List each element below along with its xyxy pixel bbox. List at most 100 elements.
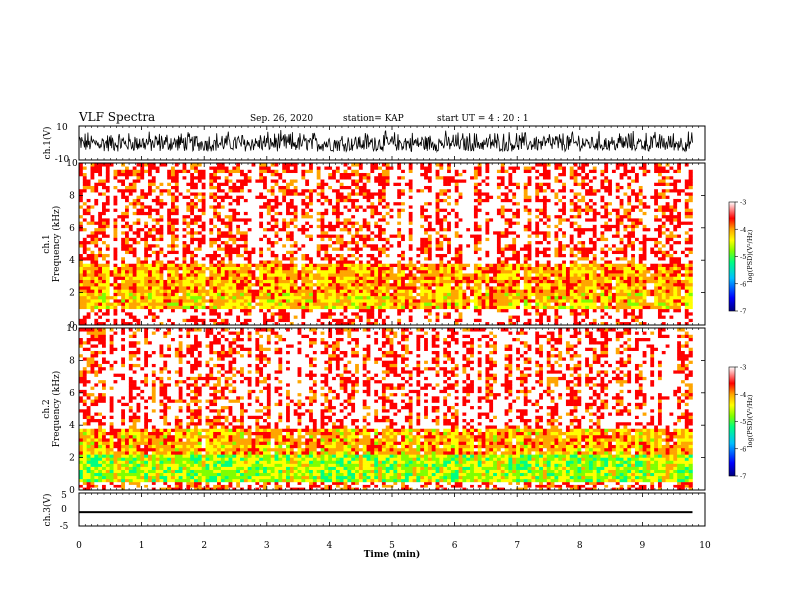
spectrogram-cell — [197, 163, 202, 167]
spectrogram-cell — [190, 227, 195, 232]
spectrogram-cell — [163, 279, 168, 284]
spectrogram-cell — [224, 279, 229, 284]
spectrogram-cell — [424, 286, 429, 290]
spectrogram-cell — [148, 315, 153, 319]
spectrogram-cell — [197, 292, 202, 297]
spectrogram-cell — [301, 269, 306, 274]
spectrogram-cell — [370, 321, 375, 325]
spectrogram-cell — [370, 292, 375, 297]
spectrogram-cell — [266, 211, 272, 216]
spectrogram-cell — [163, 208, 168, 212]
spectrogram-cell — [374, 198, 379, 203]
spectrogram-cell — [236, 208, 241, 212]
spectrogram-cell — [243, 279, 248, 284]
spectrogram-cell — [121, 166, 126, 170]
spectrogram-cell — [435, 218, 440, 222]
spectrogram-cell — [278, 169, 283, 174]
spectrogram-cell — [171, 175, 176, 180]
spectrogram-cell — [370, 266, 375, 271]
spectrogram-cell — [105, 321, 110, 325]
spectrogram-cell — [125, 208, 130, 212]
spectrogram-cell — [339, 286, 344, 290]
spectrogram-cell — [416, 256, 421, 261]
spectrogram-cell — [401, 247, 406, 251]
spectrogram-cell — [335, 211, 341, 216]
spectrogram-cell — [282, 166, 287, 170]
spectrogram-cell — [355, 308, 360, 313]
spectrogram-cell — [109, 237, 114, 242]
spectrogram-cell — [113, 305, 118, 310]
spectrogram-cell — [370, 315, 375, 319]
spectrogram-cell — [412, 192, 417, 196]
spectrogram-cell — [447, 256, 452, 261]
spectrogram-cell — [148, 305, 153, 310]
spectrogram-cell — [102, 295, 107, 300]
spectrogram-cell — [247, 266, 252, 271]
spectrogram-cell — [282, 201, 287, 206]
spectrogram-cell — [435, 279, 440, 284]
spectrogram-cell — [424, 221, 429, 225]
spectrogram-cell — [136, 175, 141, 180]
spectrogram-cell — [90, 302, 95, 306]
spectrogram-cell — [289, 305, 295, 310]
spectrogram-cell — [351, 289, 356, 293]
spectrogram-cell — [339, 305, 344, 310]
spectrogram-cell — [328, 166, 333, 170]
spectrogram-cell — [420, 260, 425, 264]
spectrogram-cell — [236, 266, 241, 271]
spectrogram-cell — [125, 192, 130, 196]
spectrogram-cell — [255, 256, 260, 261]
spectrogram-cell — [381, 166, 387, 170]
spectrogram-cell — [278, 188, 283, 193]
spectrogram-cell — [82, 175, 87, 180]
spectrogram-cell — [278, 266, 283, 271]
spectrogram-cell — [274, 195, 279, 199]
spectrogram-cell — [186, 269, 191, 274]
spectrogram-cell — [209, 179, 214, 183]
spectrogram-cell — [270, 269, 275, 274]
spectrogram-cell — [431, 185, 436, 190]
spectrogram-cell — [128, 237, 133, 242]
spectrogram-cell — [335, 224, 341, 229]
spectrogram-cell — [190, 315, 195, 319]
spectrogram-cell — [393, 302, 398, 306]
spectrogram-cell — [220, 289, 225, 293]
spectrogram-cell — [178, 214, 183, 219]
spectrogram-cell — [259, 276, 264, 280]
spectrogram-cell — [259, 188, 264, 193]
spectrogram-cell — [148, 240, 153, 245]
spectrogram-cell — [194, 260, 199, 264]
spectrogram-cell — [450, 276, 456, 280]
spectrogram-cell — [305, 260, 310, 264]
spectrogram-cell — [240, 279, 245, 284]
spectrogram-cell — [228, 299, 233, 303]
spectrogram-cell — [439, 263, 444, 267]
spectrogram-cell — [190, 234, 195, 238]
spectrogram-cell — [381, 250, 387, 255]
spectrogram-cell — [178, 205, 183, 209]
spectrogram-cell — [217, 292, 222, 297]
spectrogram-cell — [94, 221, 99, 225]
spectrogram-cell — [167, 221, 172, 225]
spectrogram-cell — [412, 308, 417, 313]
spectrogram-cell — [286, 185, 291, 190]
spectrogram-cell — [105, 289, 110, 293]
spectrogram-cell — [132, 208, 137, 212]
spectrogram-cell — [236, 179, 241, 183]
spectrogram-cell — [213, 244, 218, 248]
spectrogram-cell — [305, 276, 310, 280]
spectrogram-cell — [240, 224, 245, 229]
spectrogram-cell — [316, 214, 321, 219]
spectrogram-cell — [255, 308, 260, 313]
spectrogram-cell — [339, 263, 344, 267]
spectrogram-cell — [255, 253, 260, 258]
spectrogram-cell — [282, 321, 287, 325]
spectrogram-cell — [408, 182, 413, 186]
spectrogram-cell — [385, 292, 390, 297]
spectrogram-cell — [163, 192, 168, 196]
spectrogram-cell — [404, 321, 410, 325]
spectrogram-cell — [163, 315, 168, 319]
spectrogram-cell — [439, 214, 444, 219]
spectrogram-cell — [309, 169, 314, 174]
spectrogram-cell — [378, 253, 383, 258]
